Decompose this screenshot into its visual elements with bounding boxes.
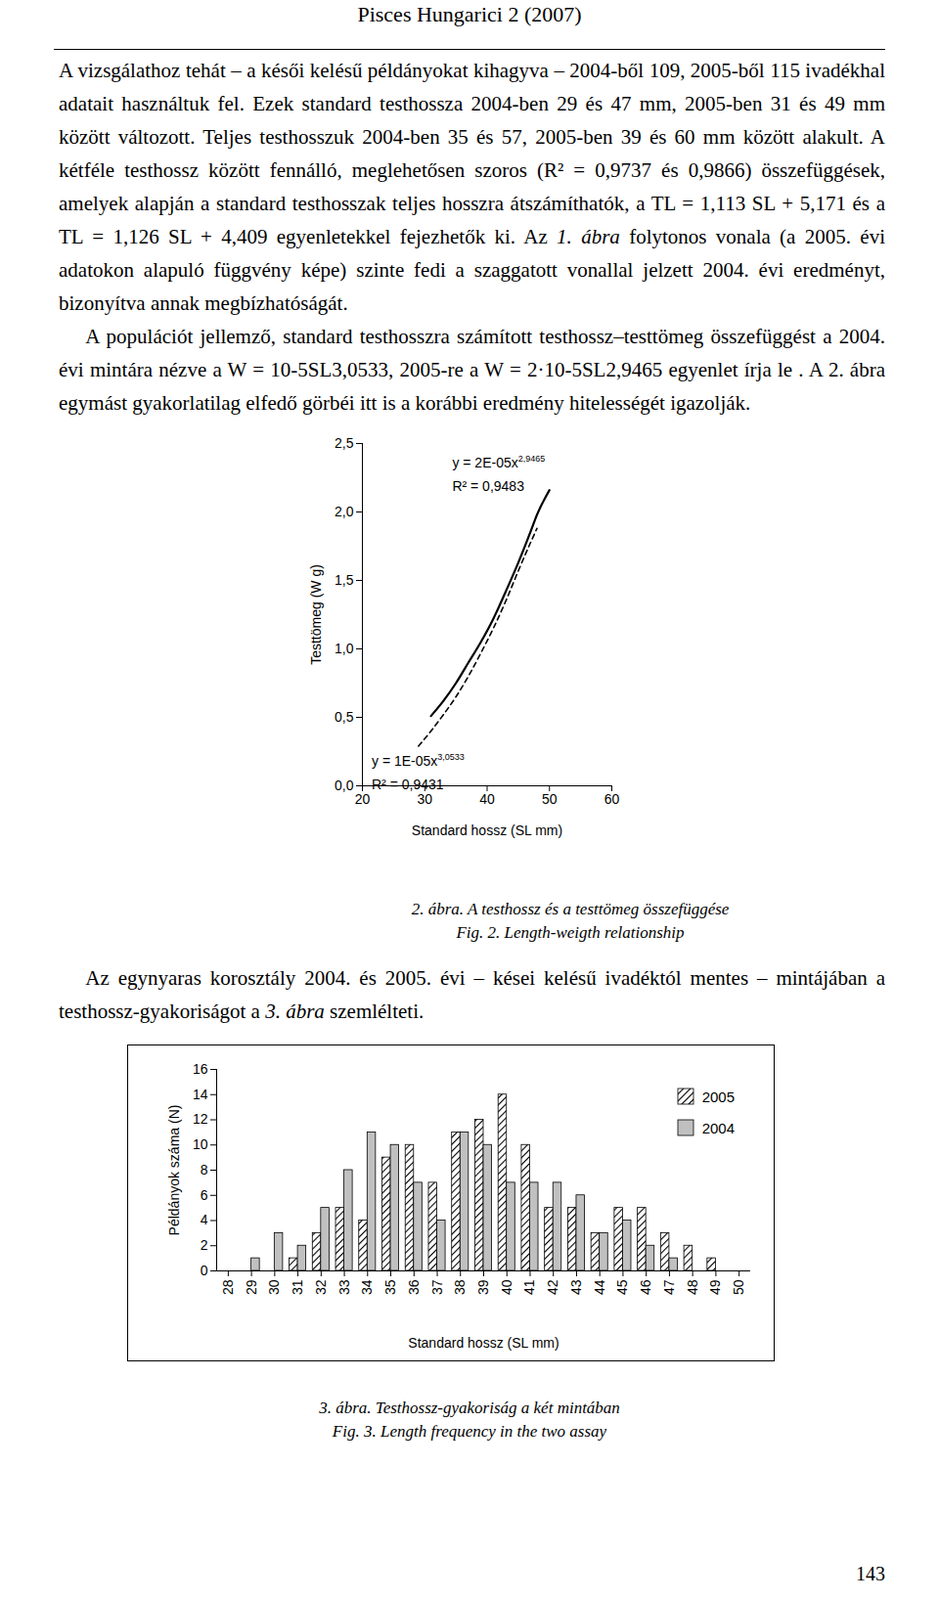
svg-text:60: 60 <box>604 791 621 807</box>
svg-text:8: 8 <box>200 1162 209 1178</box>
html-text:3. ábra. Testhossz-gyakoriság: 3. ábra. Testhossz-gyakoriság a két mint… <box>318 1398 621 1418</box>
svg-text:34: 34 <box>358 1279 375 1296</box>
svg-text:35: 35 <box>382 1279 399 1296</box>
svg-text:47: 47 <box>661 1279 677 1296</box>
svg-text:49: 49 <box>707 1279 723 1296</box>
html-text:Fig. 2. Length-weigth relation: Fig. 2. Length-weigth relationship <box>456 923 685 942</box>
svg-text:33: 33 <box>336 1279 353 1296</box>
svg-text:14: 14 <box>192 1086 209 1103</box>
svg-text:0,5: 0,5 <box>334 709 355 725</box>
svg-text:50: 50 <box>730 1279 747 1296</box>
html-text:y = 1E-05x3,0533: y = 1E-05x3,0533 <box>371 752 465 770</box>
svg-text:43: 43 <box>568 1279 584 1296</box>
svg-text:29: 29 <box>243 1279 260 1296</box>
svg-text:40: 40 <box>498 1279 515 1296</box>
svg-text:42: 42 <box>544 1279 561 1296</box>
svg-text:41: 41 <box>521 1279 537 1296</box>
html-text:R² = 0,9483: R² = 0,9483 <box>452 478 525 494</box>
svg-text:30: 30 <box>266 1279 282 1296</box>
svg-text:12: 12 <box>192 1111 209 1127</box>
svg-text:36: 36 <box>405 1279 422 1296</box>
svg-text:Standard hossz (SL mm): Standard hossz (SL mm) <box>411 822 563 839</box>
svg-text:20: 20 <box>355 791 371 807</box>
svg-text:37: 37 <box>429 1279 446 1296</box>
svg-text:45: 45 <box>614 1279 630 1296</box>
svg-text:10: 10 <box>192 1136 209 1153</box>
html-text:y = 2E-05x2,9465: y = 2E-05x2,9465 <box>452 453 546 471</box>
html-text:Fig. 3. Length frequency in th: Fig. 3. Length frequency in the two assa… <box>332 1422 607 1441</box>
svg-text:2: 2 <box>200 1237 209 1253</box>
html-text:2004: 2004 <box>701 1119 735 1137</box>
svg-text:Példányok száma (N): Példányok száma (N) <box>166 1105 182 1237</box>
svg-text:2,5: 2,5 <box>334 435 355 451</box>
html-text:2. ábra. A testhossz és a test: 2. ábra. A testhossz és a testtömeg össz… <box>411 899 730 919</box>
html-text:Az egynyaras korosztály 2004.: Az egynyaras korosztály 2004. és 2005. é… <box>58 966 886 1024</box>
svg-text:40: 40 <box>479 791 495 807</box>
svg-text:1,0: 1,0 <box>334 640 355 657</box>
svg-text:4: 4 <box>200 1211 209 1228</box>
svg-text:28: 28 <box>220 1279 236 1296</box>
svg-text:0,0: 0,0 <box>334 777 355 794</box>
svg-text:6: 6 <box>200 1187 209 1204</box>
html-text:143: 143 <box>855 1563 886 1585</box>
svg-text:31: 31 <box>289 1279 306 1296</box>
svg-text:16: 16 <box>192 1061 209 1077</box>
html-text:R² = 0,9431: R² = 0,9431 <box>371 777 444 793</box>
html-text:A vizsgálathoz tehát – a késői: A vizsgálathoz tehát – a késői kelésű pé… <box>58 58 886 315</box>
svg-text:1,5: 1,5 <box>334 572 355 588</box>
svg-text:Testtömeg (W g): Testtömeg (W g) <box>308 564 324 666</box>
svg-text:44: 44 <box>591 1279 608 1296</box>
html-text:2005: 2005 <box>701 1088 735 1105</box>
svg-text:0: 0 <box>200 1262 209 1279</box>
html-text:A populációt jellemző, standar: A populációt jellemző, standard testhoss… <box>58 324 886 415</box>
svg-text:30: 30 <box>416 791 433 807</box>
svg-text:2,0: 2,0 <box>334 503 355 520</box>
svg-text:50: 50 <box>541 791 558 807</box>
svg-text:48: 48 <box>684 1279 701 1296</box>
svg-text:32: 32 <box>313 1279 329 1296</box>
svg-text:46: 46 <box>637 1279 654 1296</box>
html-text:Pisces Hungarici 2 (2007): Pisces Hungarici 2 (2007) <box>357 1 582 27</box>
svg-text:39: 39 <box>475 1279 492 1296</box>
svg-text:Standard hossz (SL mm): Standard hossz (SL mm) <box>407 1335 559 1351</box>
svg-text:38: 38 <box>451 1279 468 1296</box>
